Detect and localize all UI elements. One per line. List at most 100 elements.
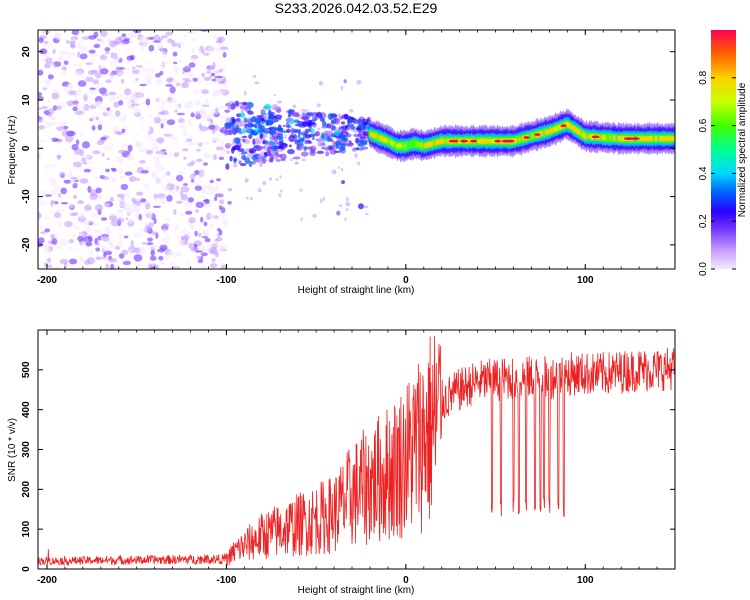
spectrogram-cell [38, 138, 43, 143]
spectrogram-cell [208, 124, 216, 130]
spectrogram-cell [208, 202, 212, 206]
spectrogram-cell [150, 231, 158, 236]
spectrogram-cell [305, 134, 311, 139]
spectrogram-cell [77, 88, 82, 96]
spectrogram-cell [340, 121, 346, 125]
spectrogram-cell [87, 185, 92, 193]
spectrogram-cell [65, 51, 75, 58]
spectrogram-cell [73, 71, 83, 76]
spectrogram-cell [340, 134, 347, 138]
spectrogram-cell [99, 106, 107, 110]
spectrogram-cell [73, 225, 80, 230]
spectrogram-cell [195, 201, 205, 208]
spectrogram-cell [51, 238, 58, 245]
spectrogram-cell [123, 235, 129, 239]
spectrogram-cell [68, 90, 77, 96]
spectrogram-cell [217, 228, 221, 232]
spectrogram-cell [99, 246, 107, 249]
spectrogram-cell [246, 102, 254, 109]
spectrogram-cell [268, 116, 274, 122]
spectrogram-cell [288, 135, 296, 143]
spectrogram-cell [165, 171, 171, 176]
spectrogram-cell [128, 248, 133, 253]
spectrogram-cell [64, 221, 73, 228]
spectrogram-cell [39, 196, 43, 202]
spectrogram-cell [113, 126, 120, 132]
spectrogram-cell [258, 158, 263, 162]
spectrogram-cell [150, 243, 159, 249]
spectrogram-cell [534, 133, 541, 137]
spectrogram-cell [242, 101, 248, 106]
spectrogram-cell [259, 146, 266, 149]
spectrogram-cell [42, 87, 48, 91]
spectrogram-cell [38, 107, 43, 110]
spectrogram-cell [201, 89, 209, 95]
spectrogram-cell [160, 152, 166, 158]
spectrogram-cell [312, 115, 316, 120]
spectrogram-cell [104, 250, 113, 256]
spectrogram-cell [188, 62, 196, 68]
spectrogram-cell [233, 157, 237, 164]
spectrogram-cell [69, 212, 75, 217]
spectrogram-cell [38, 92, 43, 96]
spectrogram-cell [60, 187, 67, 195]
spectrogram-cell [153, 218, 157, 225]
spectrogram-cell [277, 127, 284, 133]
spectrogram-cell [161, 117, 169, 124]
spectrogram-cell [190, 112, 195, 118]
spectrogram-cell [325, 151, 330, 157]
spectrogram-cell [198, 123, 203, 130]
colorbar-tick-label: 0.2 [698, 214, 709, 228]
spectrogram-cell [186, 31, 196, 35]
spectrogram-cell [363, 205, 369, 209]
spectrogram-cell [38, 263, 42, 267]
spectrogram-cell [156, 106, 165, 111]
spectrogram-cell [147, 237, 153, 242]
spectrogram-cell [208, 192, 217, 197]
spectrogram-cell [154, 264, 159, 269]
spectrogram-cell [70, 177, 78, 180]
spectrogram-cell [208, 214, 216, 218]
spectrogram-cell [47, 74, 54, 80]
spectrogram-cell [216, 89, 226, 94]
spectrogram-cell [217, 81, 226, 85]
spectrogram-cell [146, 149, 154, 155]
spectrogram-cell [305, 112, 314, 116]
spectrogram-cell [178, 239, 185, 245]
spectrogram-cell [225, 122, 234, 126]
spectrogram-cell [184, 100, 193, 104]
spectrogram-cell [162, 185, 170, 191]
spectrogram-cell [44, 228, 51, 233]
spectrogram-cell [44, 262, 49, 268]
spectrogram-cell [304, 139, 309, 145]
spectrogram-cell [141, 67, 148, 73]
spectrogram-cell [58, 50, 68, 55]
spectrogram-cell [77, 200, 84, 205]
spectrogram-cell [203, 230, 209, 236]
spectrogram-cell [117, 241, 123, 249]
spectrogram-cell [101, 152, 105, 157]
spectrogram-cell [71, 144, 79, 151]
spectrogram-cell [46, 250, 51, 256]
spectrogram-cell [143, 183, 150, 190]
spectrogram-cell [111, 168, 117, 172]
spectrogram-cell [268, 111, 274, 116]
spectrogram-cell [131, 103, 140, 107]
spectrogram-cell [202, 188, 205, 196]
spectrogram-cell [91, 212, 98, 218]
spectrogram-cell [322, 138, 329, 142]
spectrogram-cell [324, 147, 329, 152]
spectrogram-cell [288, 109, 293, 115]
spectrogram-cell [349, 108, 354, 113]
spectrogram-cell [217, 105, 225, 111]
spectrogram-cell [79, 62, 83, 70]
spectrogram-cell [171, 42, 179, 47]
spectrogram-cell [72, 63, 78, 67]
spectrogram-cell [329, 148, 337, 155]
snr-panel: -200 -100 0 100 0 100 200 300 400 500 Height of s… [7, 329, 676, 596]
spectrogram-cell [126, 67, 131, 72]
spectrogram-cell [42, 244, 50, 248]
spectrogram-cell [254, 137, 262, 144]
spectrogram-ylabel: Frequency (Hz) [7, 116, 18, 185]
snr-ytick-label: 500 [21, 361, 32, 378]
